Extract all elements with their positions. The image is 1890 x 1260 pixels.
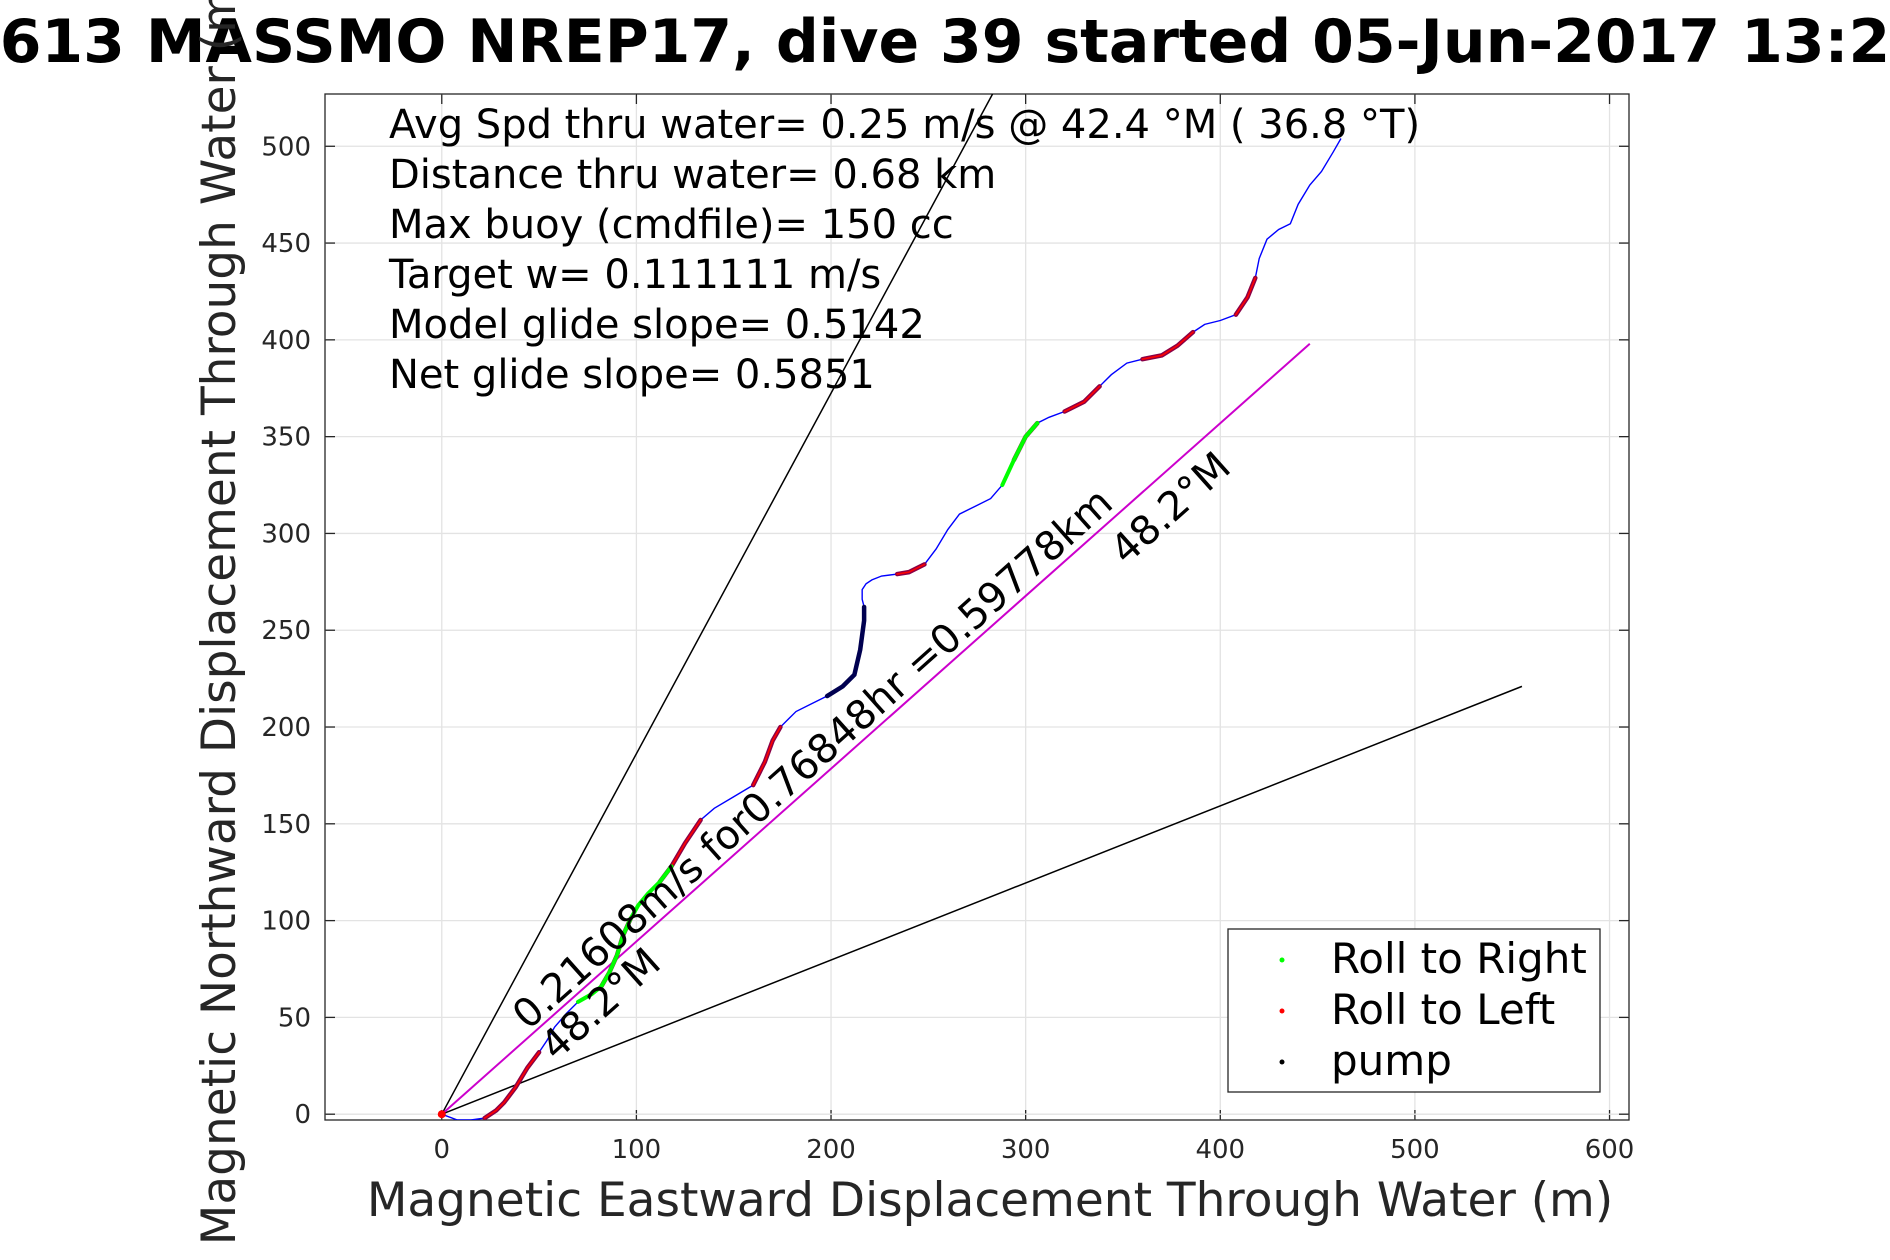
legend-marker-roll-left [1279,1008,1285,1014]
roll-left-segment-core [483,1051,540,1119]
info-model-glide-slope: Model glide slope= 0.5142 [389,302,925,348]
guide-lines [441,94,1523,1115]
info-text-block: Avg Spd thru water= 0.25 m/s @ 42.4 °M (… [388,102,1420,398]
heading-guide-line [441,685,1523,1115]
y-axis-label: Magnetic Northward Displacement Through … [192,0,247,1245]
y-tick-label: 200 [261,713,311,743]
y-tick-label: 450 [261,229,311,259]
start-point [437,1110,446,1119]
info-distance: Distance thru water= 0.68 km [389,152,996,198]
x-tick-label: 300 [1001,1135,1051,1165]
x-tick-label: 0 [434,1135,451,1165]
roll-left-segment-core [752,726,782,786]
chart-title: 613 MASSMO NREP17, dive 39 started 05-Ju… [0,7,1890,77]
heading-guide-line [441,94,994,1115]
legend-label-roll-right: Roll to Right [1331,934,1587,983]
roll-left-segment-core [896,563,926,575]
roll-left-segment-core [1063,385,1101,413]
y-tick-label: 150 [261,810,311,840]
legend-box [1227,928,1601,1093]
x-tick-label: 100 [612,1135,662,1165]
x-tick-label: 200 [806,1135,856,1165]
roll-right-segment [1000,421,1040,488]
gridlines [325,94,1629,1120]
legend-marker-roll-right [1279,957,1285,963]
x-tick-label: 400 [1195,1135,1245,1165]
y-tick-label: 300 [261,519,311,549]
info-target-w: Target w= 0.111111 m/s [388,252,881,298]
y-tick-label: 500 [261,132,311,162]
legend-label-roll-left: Roll to Left [1331,985,1555,1034]
y-tick-label: 100 [261,907,311,937]
y-tick-label: 250 [261,616,311,646]
roll-left-segment-core [1235,277,1257,316]
info-avg-speed: Avg Spd thru water= 0.25 m/s @ 42.4 °M (… [389,102,1420,148]
y-tick-label: 400 [261,326,311,356]
legend-marker-pump [1279,1059,1285,1065]
roll-right-segment [576,864,674,1004]
legend-label-pump: pump [1331,1036,1452,1085]
x-axis-label: Magnetic Eastward Displacement Through W… [367,1173,1613,1228]
y-tick-label: 0 [294,1100,311,1130]
info-net-glide-slope: Net glide slope= 0.5851 [389,352,875,398]
y-tick-labels: 0 50 100 150 200 250 300 350 400 450 500 [261,132,311,1130]
x-tick-label: 500 [1390,1135,1440,1165]
x-tick-label: 600 [1585,1135,1635,1165]
net-displacement-line [441,342,1311,1115]
x-tick-labels: 0 100 200 300 400 500 600 [434,1135,1635,1165]
roll-left-segment-core [1141,331,1194,361]
roll-markers [437,275,1258,1120]
y-tick-label: 50 [278,1003,311,1033]
legend: Roll to Right Roll to Left pump [1227,928,1601,1093]
pump-segment [824,604,867,699]
info-max-buoy: Max buoy (cmdfile)= 150 cc [389,202,954,248]
net-line [441,342,1311,1115]
y-tick-label: 350 [261,423,311,453]
